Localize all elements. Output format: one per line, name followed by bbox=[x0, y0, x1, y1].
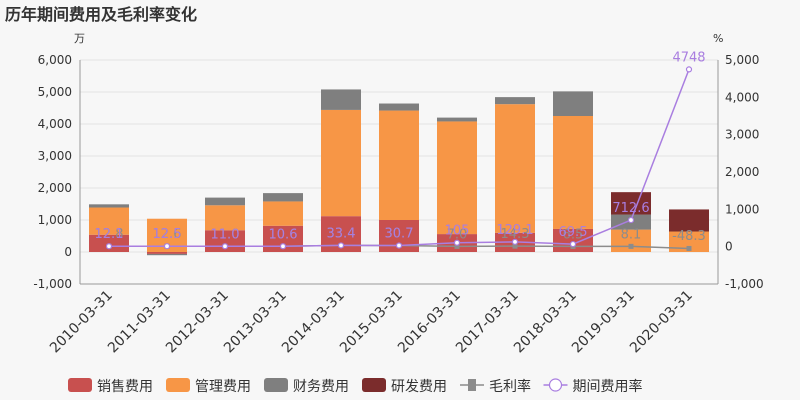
bar-管理费用 bbox=[263, 201, 303, 226]
bar-财务费用 bbox=[321, 89, 361, 110]
bar-财务费用 bbox=[379, 103, 419, 111]
bar-财务费用 bbox=[205, 197, 245, 206]
bar-财务费用 bbox=[89, 204, 129, 208]
data-label-毛利率: 30.7 bbox=[385, 227, 414, 242]
legend-label-销售费用: 销售费用 bbox=[97, 379, 153, 395]
left-tick-label: -1,000 bbox=[33, 277, 72, 291]
bar-财务费用 bbox=[553, 91, 593, 116]
bar-管理费用 bbox=[553, 116, 593, 229]
bar-管理费用 bbox=[205, 205, 245, 231]
point-期间费用率 bbox=[627, 216, 635, 224]
point-期间费用率 bbox=[105, 243, 113, 250]
chart-title: 历年期间费用及毛利率变化 bbox=[5, 5, 197, 24]
bar-管理费用 bbox=[495, 104, 535, 233]
point-毛利率 bbox=[454, 243, 460, 249]
left-tick-label: 0 bbox=[64, 245, 72, 259]
data-label-期间费用率: 129.1 bbox=[496, 223, 533, 238]
left-tick-label: 3,000 bbox=[38, 149, 72, 163]
data-label-毛利率: 7.0 bbox=[447, 227, 468, 242]
right-tick-label: 5,000 bbox=[725, 53, 759, 67]
data-label-期间费用率: 69.5 bbox=[559, 225, 588, 240]
legend-label-财务费用: 财务费用 bbox=[293, 379, 349, 395]
left-tick-label: 5,000 bbox=[38, 85, 72, 99]
point-期间费用率 bbox=[569, 240, 577, 248]
data-label-毛利率: 12.8 bbox=[95, 227, 124, 242]
legend-label-管理费用: 管理费用 bbox=[195, 379, 251, 395]
left-tick-label: 4,000 bbox=[38, 117, 72, 131]
legend-swatch-销售费用 bbox=[68, 378, 92, 392]
legend-swatch-管理费用 bbox=[166, 378, 190, 392]
bar-管理费用 bbox=[321, 109, 361, 217]
point-期间费用率 bbox=[279, 243, 287, 250]
bar-管理费用 bbox=[89, 207, 129, 235]
legend-marker-期间费用率 bbox=[548, 378, 563, 392]
bar-管理费用 bbox=[437, 121, 477, 235]
bar-管理费用 bbox=[669, 231, 709, 252]
bar-财务费用 bbox=[437, 117, 477, 122]
bar-销售费用 bbox=[147, 252, 187, 254]
right-tick-label: -1,000 bbox=[725, 277, 764, 291]
data-label-期间费用率: 10.6 bbox=[269, 227, 298, 242]
data-label-毛利率: -48.3 bbox=[672, 229, 706, 244]
data-label-期间费用率: 4748 bbox=[672, 50, 705, 65]
point-毛利率 bbox=[512, 243, 518, 249]
bar-管理费用 bbox=[379, 110, 419, 220]
left-tick-label: 2,000 bbox=[38, 181, 72, 195]
point-毛利率 bbox=[686, 245, 692, 251]
legend-swatch-研发费用 bbox=[362, 378, 386, 392]
data-label-毛利率: 14.3 bbox=[501, 227, 530, 242]
lines: 12.8 12.6 11.0 10.6 33.4 30.7 7.0 14.3 6.5 8.1 -48… bbox=[95, 50, 706, 251]
bar-研发费用 bbox=[611, 192, 651, 215]
legend-swatch-财务费用 bbox=[264, 378, 288, 392]
data-label-毛利率: 11.0 bbox=[211, 227, 240, 242]
right-tick-label: 2,000 bbox=[725, 165, 759, 179]
right-tick-label: 1,000 bbox=[725, 202, 759, 216]
data-label-期间费用率: 12.1 bbox=[95, 227, 124, 242]
data-label-毛利率: 12.6 bbox=[153, 227, 182, 242]
right-axis-unit: % bbox=[713, 32, 723, 45]
legend-marker-毛利率 bbox=[468, 379, 476, 391]
right-axis-ticks: -1,000 0 1,000 2,000 3,000 4,000 5,000 bbox=[725, 53, 764, 291]
left-tick-label: 1,000 bbox=[38, 213, 72, 227]
right-tick-label: 3,000 bbox=[725, 128, 759, 142]
data-label-毛利率: 6.5 bbox=[563, 227, 584, 242]
point-期间费用率 bbox=[395, 242, 403, 249]
point-毛利率 bbox=[628, 243, 634, 249]
right-tick-label: 4,000 bbox=[725, 90, 759, 104]
bar-财务费用 bbox=[263, 193, 303, 202]
left-axis-unit: 万 bbox=[74, 32, 85, 45]
data-label-期间费用率: 30.7 bbox=[385, 227, 414, 242]
point-期间费用率 bbox=[685, 66, 693, 73]
data-label-毛利率: 8.1 bbox=[621, 227, 642, 242]
data-label-毛利率: 33.4 bbox=[327, 226, 356, 241]
bar-研发费用 bbox=[669, 209, 709, 232]
left-axis-ticks: -1,000 0 1,000 2,000 3,000 4,000 5,000 6,000 bbox=[33, 53, 72, 291]
data-label-期间费用率: 11.0 bbox=[211, 227, 240, 242]
bar-财务费用 bbox=[147, 253, 187, 256]
data-label-期间费用率: 12.5 bbox=[153, 227, 182, 242]
legend-label-研发费用: 研发费用 bbox=[391, 379, 447, 395]
bar-财务费用 bbox=[495, 97, 535, 105]
point-期间费用率 bbox=[221, 243, 229, 250]
point-期间费用率 bbox=[453, 239, 461, 246]
point-期间费用率 bbox=[511, 238, 519, 245]
legend[interactable]: 销售费用 管理费用 财务费用 研发费用 毛利率 期间费用率 bbox=[68, 378, 643, 395]
data-label-期间费用率: 105 bbox=[445, 224, 470, 239]
data-label-期间费用率: 712.6 bbox=[612, 201, 649, 216]
x-tick-label: 2020-03-31 bbox=[627, 288, 696, 357]
point-期间费用率 bbox=[163, 243, 171, 250]
legend-label-毛利率: 毛利率 bbox=[489, 378, 531, 395]
point-期间费用率 bbox=[337, 242, 345, 249]
data-label-毛利率: 10.6 bbox=[269, 227, 298, 242]
x-axis-ticks: 2010-03-312011-03-312012-03-312013-03-31… bbox=[47, 288, 696, 357]
legend-label-期间费用率: 期间费用率 bbox=[573, 378, 643, 395]
right-tick-label: 0 bbox=[725, 240, 733, 254]
left-tick-label: 6,000 bbox=[38, 53, 72, 67]
data-label-期间费用率: 33.4 bbox=[327, 226, 356, 241]
